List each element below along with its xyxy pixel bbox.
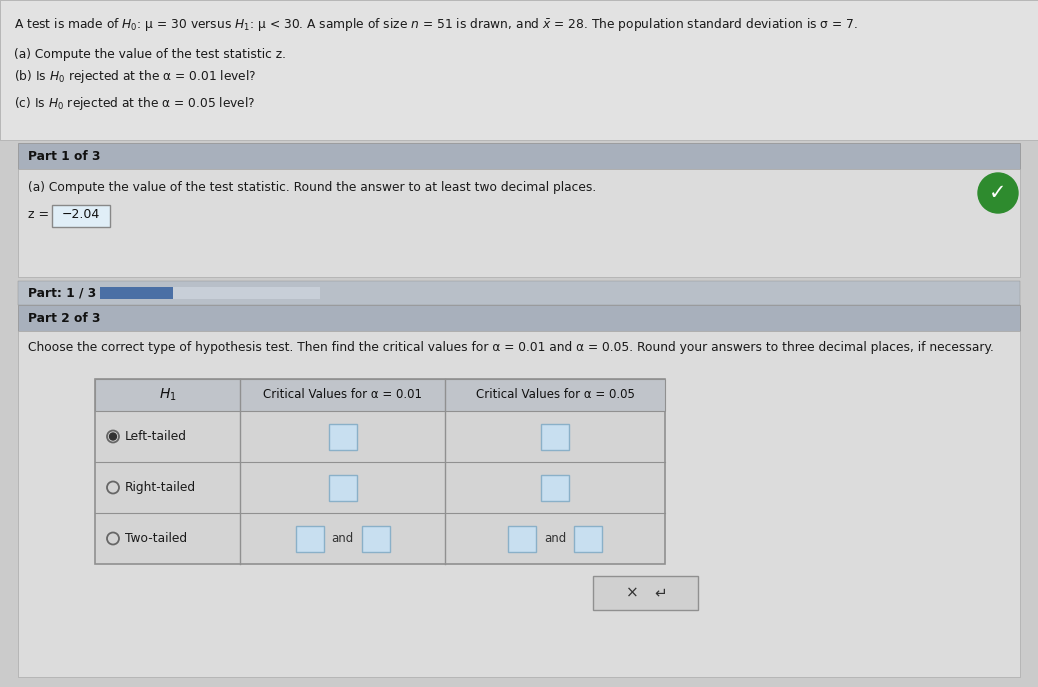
Bar: [328, 423, 356, 449]
Text: A test is made of $H_0$: μ = 30 versus $H_1$: μ < 30. A sample of size $n$ = 51 : A test is made of $H_0$: μ = 30 versus $…: [13, 16, 858, 33]
Bar: [574, 526, 602, 552]
Bar: [593, 576, 698, 610]
Text: $H_1$: $H_1$: [159, 387, 176, 403]
Bar: [541, 475, 569, 501]
Text: Part 2 of 3: Part 2 of 3: [28, 311, 101, 324]
Bar: [95, 379, 665, 564]
Text: Critical Values for α = 0.01: Critical Values for α = 0.01: [263, 389, 422, 401]
Bar: [18, 143, 1020, 169]
Text: −2.04: −2.04: [62, 208, 100, 221]
Text: ✓: ✓: [989, 183, 1007, 203]
Bar: [18, 331, 1020, 677]
Text: Right-tailed: Right-tailed: [125, 481, 196, 494]
Bar: [296, 526, 324, 552]
Bar: [0, 0, 1038, 140]
Bar: [18, 281, 1020, 305]
Text: Part 1 of 3: Part 1 of 3: [28, 150, 101, 163]
Bar: [100, 287, 172, 299]
Text: Left-tailed: Left-tailed: [125, 430, 187, 443]
Bar: [18, 305, 1020, 331]
Circle shape: [109, 433, 116, 440]
Bar: [328, 475, 356, 501]
Bar: [541, 423, 569, 449]
Bar: [95, 379, 665, 411]
Bar: [52, 205, 110, 227]
Text: and: and: [331, 532, 354, 545]
Bar: [508, 526, 536, 552]
Text: (a) Compute the value of the test statistic z.: (a) Compute the value of the test statis…: [13, 48, 286, 61]
Bar: [18, 169, 1020, 277]
Bar: [361, 526, 389, 552]
Text: ↵: ↵: [654, 585, 667, 600]
Text: (a) Compute the value of the test statistic. Round the answer to at least two de: (a) Compute the value of the test statis…: [28, 181, 596, 194]
Text: Critical Values for α = 0.05: Critical Values for α = 0.05: [475, 389, 634, 401]
Text: Part: 1 / 3: Part: 1 / 3: [28, 286, 97, 300]
Text: ×: ×: [626, 585, 638, 600]
Text: (b) Is $H_0$ rejected at the α = 0.01 level?: (b) Is $H_0$ rejected at the α = 0.01 le…: [13, 68, 256, 85]
Text: z =: z =: [28, 208, 53, 221]
Text: (c) Is $H_0$ rejected at the α = 0.05 level?: (c) Is $H_0$ rejected at the α = 0.05 le…: [13, 95, 255, 112]
Text: Choose the correct type of hypothesis test. Then find the critical values for α : Choose the correct type of hypothesis te…: [28, 341, 993, 354]
Circle shape: [978, 173, 1018, 213]
Text: Two-tailed: Two-tailed: [125, 532, 187, 545]
Text: and: and: [544, 532, 566, 545]
Bar: [100, 287, 320, 299]
